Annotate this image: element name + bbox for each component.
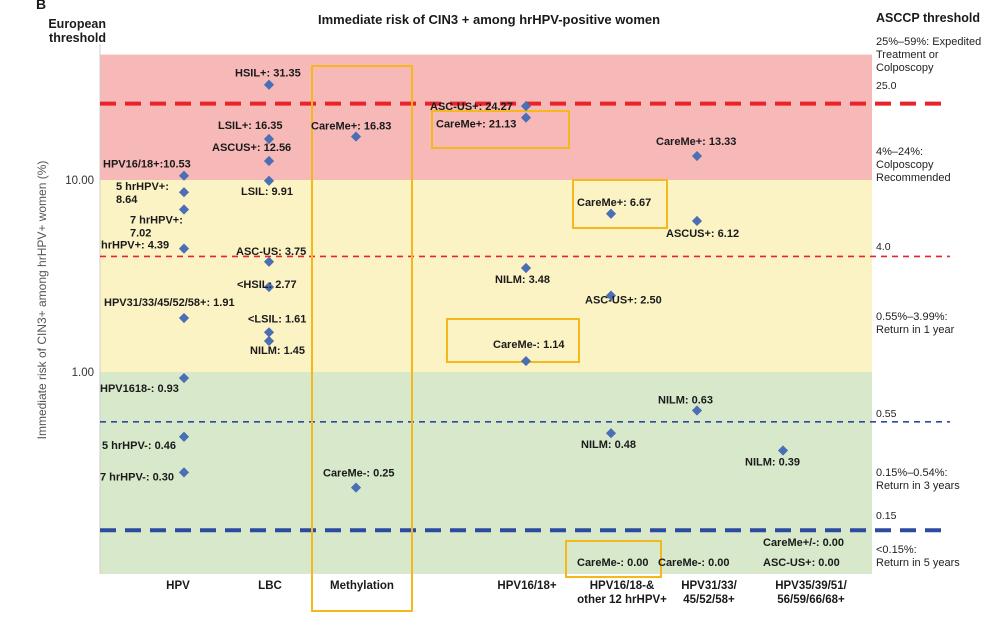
data-point-label: CareMe+: 16.83 <box>311 121 391 133</box>
category-hpv35-39-51-56-59-66-68: HPV35/39/51/ 56/59/66/68+ <box>775 580 847 606</box>
data-point-label: CareMe+: 13.33 <box>656 136 736 148</box>
data-point-marker <box>691 405 703 416</box>
threshold-label-25: 25.0 <box>876 80 897 92</box>
y-axis-label: Immediate risk of CIN3+ among hrHPV+ wom… <box>35 161 49 440</box>
data-point-label: ASC-US+: 24.27 <box>430 101 513 113</box>
data-point-label: ASC-US: 3.75 <box>236 246 306 258</box>
data-point-label: CareMe+/-: 0.00 <box>763 537 844 549</box>
zone-note-colposcopy: 4%–24%: Colposcopy Recommended <box>876 146 951 184</box>
data-point-label: NILM: 1.45 <box>250 345 305 357</box>
highlight-careme-667 <box>572 179 668 229</box>
european-threshold-title: European threshold <box>48 17 106 45</box>
threshold-label-4: 4.0 <box>876 241 891 253</box>
data-point-label: NILM: 0.63 <box>658 395 713 407</box>
data-point-marker <box>263 281 275 293</box>
highlight-careme-000 <box>565 540 662 578</box>
zone-note-return-3yr: 0.15%–0.54%: Return in 3 years <box>876 467 960 492</box>
threshold-label-055: 0.55 <box>876 408 897 420</box>
data-point-label: 7 hrHPV+: 7.02 <box>130 215 183 240</box>
data-point-label: ASC-US+: 0.00 <box>763 557 840 569</box>
data-point-label: 5 hrHPV+: 8.64 <box>116 181 169 206</box>
data-point-label: 7 hrHPV-: 0.30 <box>100 471 174 483</box>
threshold-label-015: 0.15 <box>876 510 897 522</box>
zone-yellow <box>100 180 872 372</box>
data-point-label: HSIL+: 31.35 <box>235 68 301 80</box>
zone-green <box>100 372 872 574</box>
data-point-label: <LSIL: 1.61 <box>248 313 306 325</box>
data-point-marker <box>520 355 532 367</box>
category-hpv1618-pos: HPV16/18+ <box>497 580 557 592</box>
data-point-label: HPV16/18+:10.53 <box>103 159 191 171</box>
data-point-marker <box>178 372 190 384</box>
category-methylation: Methylation <box>330 580 394 592</box>
highlight-careme-114 <box>446 318 580 363</box>
category-lbc: LBC <box>258 580 282 592</box>
data-point-marker <box>263 335 275 347</box>
data-point-label: CareMe-: 0.25 <box>323 468 395 480</box>
data-point-label: hrHPV+: 4.39 <box>101 240 169 252</box>
category-hpv31-33-45-52-58: HPV31/33/ 45/52/58+ <box>681 580 737 606</box>
data-point-label: 5 hrHPV-: 0.46 <box>102 440 176 452</box>
data-point-label: HPV31/33/45/52/58+: 1.91 <box>104 297 235 309</box>
data-point-label: ASC-US+: 2.50 <box>585 295 662 307</box>
data-point-marker <box>777 445 789 456</box>
data-point-marker <box>605 428 617 439</box>
data-point-label: <HSIL: 2.77 <box>237 279 297 291</box>
data-point-label: HPV1618-: 0.93 <box>100 383 179 395</box>
highlight-careme-2113 <box>431 110 570 149</box>
y-tick-label: 1.00 <box>72 367 94 379</box>
data-point-marker <box>350 131 362 142</box>
data-point-label: CareMe-: 1.14 <box>493 339 565 351</box>
data-point-label: NILM: 0.48 <box>581 439 636 451</box>
data-point-label: NILM: 0.39 <box>745 457 800 469</box>
data-point-marker <box>178 204 190 215</box>
data-point-label: CareMe-: 0.00 <box>658 557 730 569</box>
data-point-label: NILM: 3.48 <box>495 274 550 286</box>
data-point-marker <box>605 290 617 301</box>
zone-note-return-5yr: <0.15%: Return in 5 years <box>876 544 960 569</box>
data-point-marker <box>350 482 362 493</box>
asccp-threshold-title: ASCCP threshold <box>876 11 980 25</box>
data-point-label: CareMe+: 6.67 <box>577 197 651 209</box>
zone-note-expedited: 25%–59%: Expedited Treatment or Colposco… <box>876 36 982 74</box>
data-point-label: CareMe-: 0.00 <box>577 557 649 569</box>
data-point-marker <box>178 431 190 442</box>
data-point-label: LSIL+: 16.35 <box>218 120 283 132</box>
data-point-marker <box>178 187 190 198</box>
data-point-marker <box>178 170 190 181</box>
data-point-marker <box>178 312 190 324</box>
data-point-label: ASCUS+: 12.56 <box>212 142 291 154</box>
data-point-label: CareMe+: 21.13 <box>436 119 516 131</box>
data-point-marker <box>263 327 275 338</box>
zone-note-return-1yr: 0.55%–3.99%: Return in 1 year <box>876 311 955 336</box>
highlight-methylation-column <box>311 65 413 612</box>
zone-red <box>100 54 872 180</box>
data-point-marker <box>178 467 190 478</box>
data-point-label: ASCUS+: 6.12 <box>666 228 739 240</box>
chart-title: Immediate risk of CIN3 + among hrHPV-pos… <box>318 12 661 27</box>
category-hpv1618-neg-other12: HPV16/18-& other 12 hrHPV+ <box>577 580 667 606</box>
y-tick-label: 10.00 <box>65 175 94 187</box>
data-point-marker <box>263 256 275 267</box>
panel-letter: B <box>36 0 47 12</box>
category-hpv: HPV <box>166 580 190 592</box>
data-point-label: LSIL: 9.91 <box>241 186 293 198</box>
data-point-marker <box>520 262 532 274</box>
